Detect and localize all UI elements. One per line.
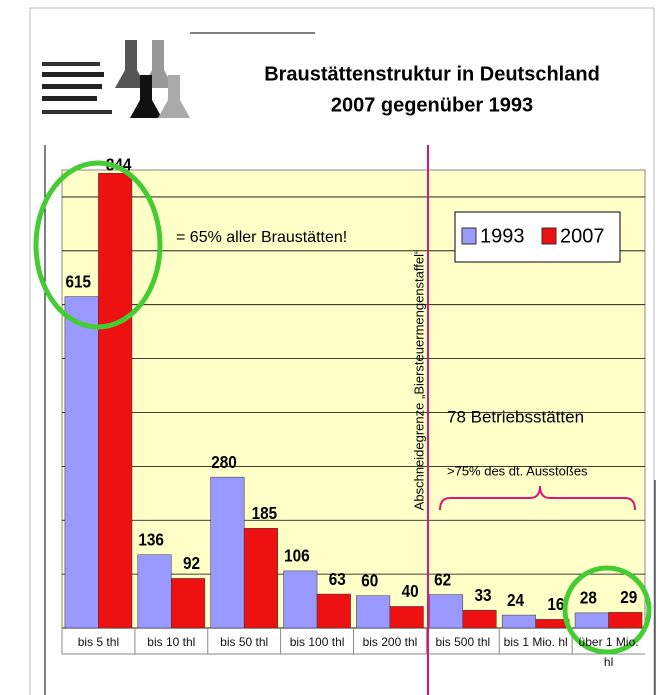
bar [608, 612, 643, 629]
bar [574, 612, 609, 629]
x-tick-label: bis 50 thl [220, 635, 269, 649]
cutoff-label: Abschneidegrenze „Biersteuermengenstaffe… [411, 250, 426, 511]
bar [316, 593, 351, 629]
x-tick-label: bis 1 Mio. hl [503, 635, 568, 649]
logo [40, 40, 190, 118]
legend-label: 1993 [480, 225, 525, 247]
value-label: 185 [252, 503, 278, 523]
bar [243, 528, 278, 629]
value-label: 615 [66, 271, 92, 291]
value-label: 29 [620, 587, 637, 607]
x-tick-label: über 1 Mio. hl [578, 635, 639, 669]
chart-title: Braustättenstruktur in Deutschland [264, 63, 600, 85]
annotation: >75% des dt. Ausstoßes [447, 463, 588, 478]
highlight [562, 565, 652, 655]
legend [454, 211, 621, 263]
annotation: = 65% aller Braustätten! [176, 229, 347, 246]
x-tick-label: bis 200 thl [362, 635, 418, 649]
bar [210, 476, 245, 629]
value-label: 60 [361, 570, 378, 590]
bar [98, 172, 133, 629]
value-label: 92 [183, 553, 200, 573]
bar [501, 614, 536, 629]
value-label: 33 [474, 585, 491, 605]
legend-label: 2007 [560, 225, 605, 247]
legend-swatch [461, 227, 477, 245]
x-tick-label: bis 10 thl [147, 635, 196, 649]
bar [356, 595, 391, 629]
highlight [33, 160, 163, 330]
brace [439, 485, 636, 511]
value-label: 106 [284, 545, 310, 565]
value-label: 40 [402, 581, 419, 601]
bar [137, 554, 172, 629]
value-label: 62 [434, 569, 451, 589]
x-tick-label: bis 100 thl [289, 635, 345, 649]
value-label: 136 [138, 529, 164, 549]
bar [429, 594, 464, 629]
bar [389, 606, 424, 629]
value-label: 24 [507, 590, 525, 610]
value-label: 16 [547, 594, 564, 614]
value-label: 63 [329, 569, 346, 589]
x-tick-label: bis 5 thl [77, 635, 120, 649]
value-label: 280 [211, 452, 237, 472]
bar [171, 578, 206, 629]
chart-subtitle: 2007 gegenüber 1993 [331, 94, 533, 116]
legend-swatch [541, 227, 557, 245]
annotation: 78 Betriebsstätten [447, 407, 584, 426]
frame [29, 7, 655, 695]
bar [283, 570, 318, 629]
bar [64, 296, 99, 629]
x-tick-label: bis 500 thl [435, 635, 491, 649]
value-label: 28 [580, 587, 597, 607]
bar [462, 609, 497, 629]
